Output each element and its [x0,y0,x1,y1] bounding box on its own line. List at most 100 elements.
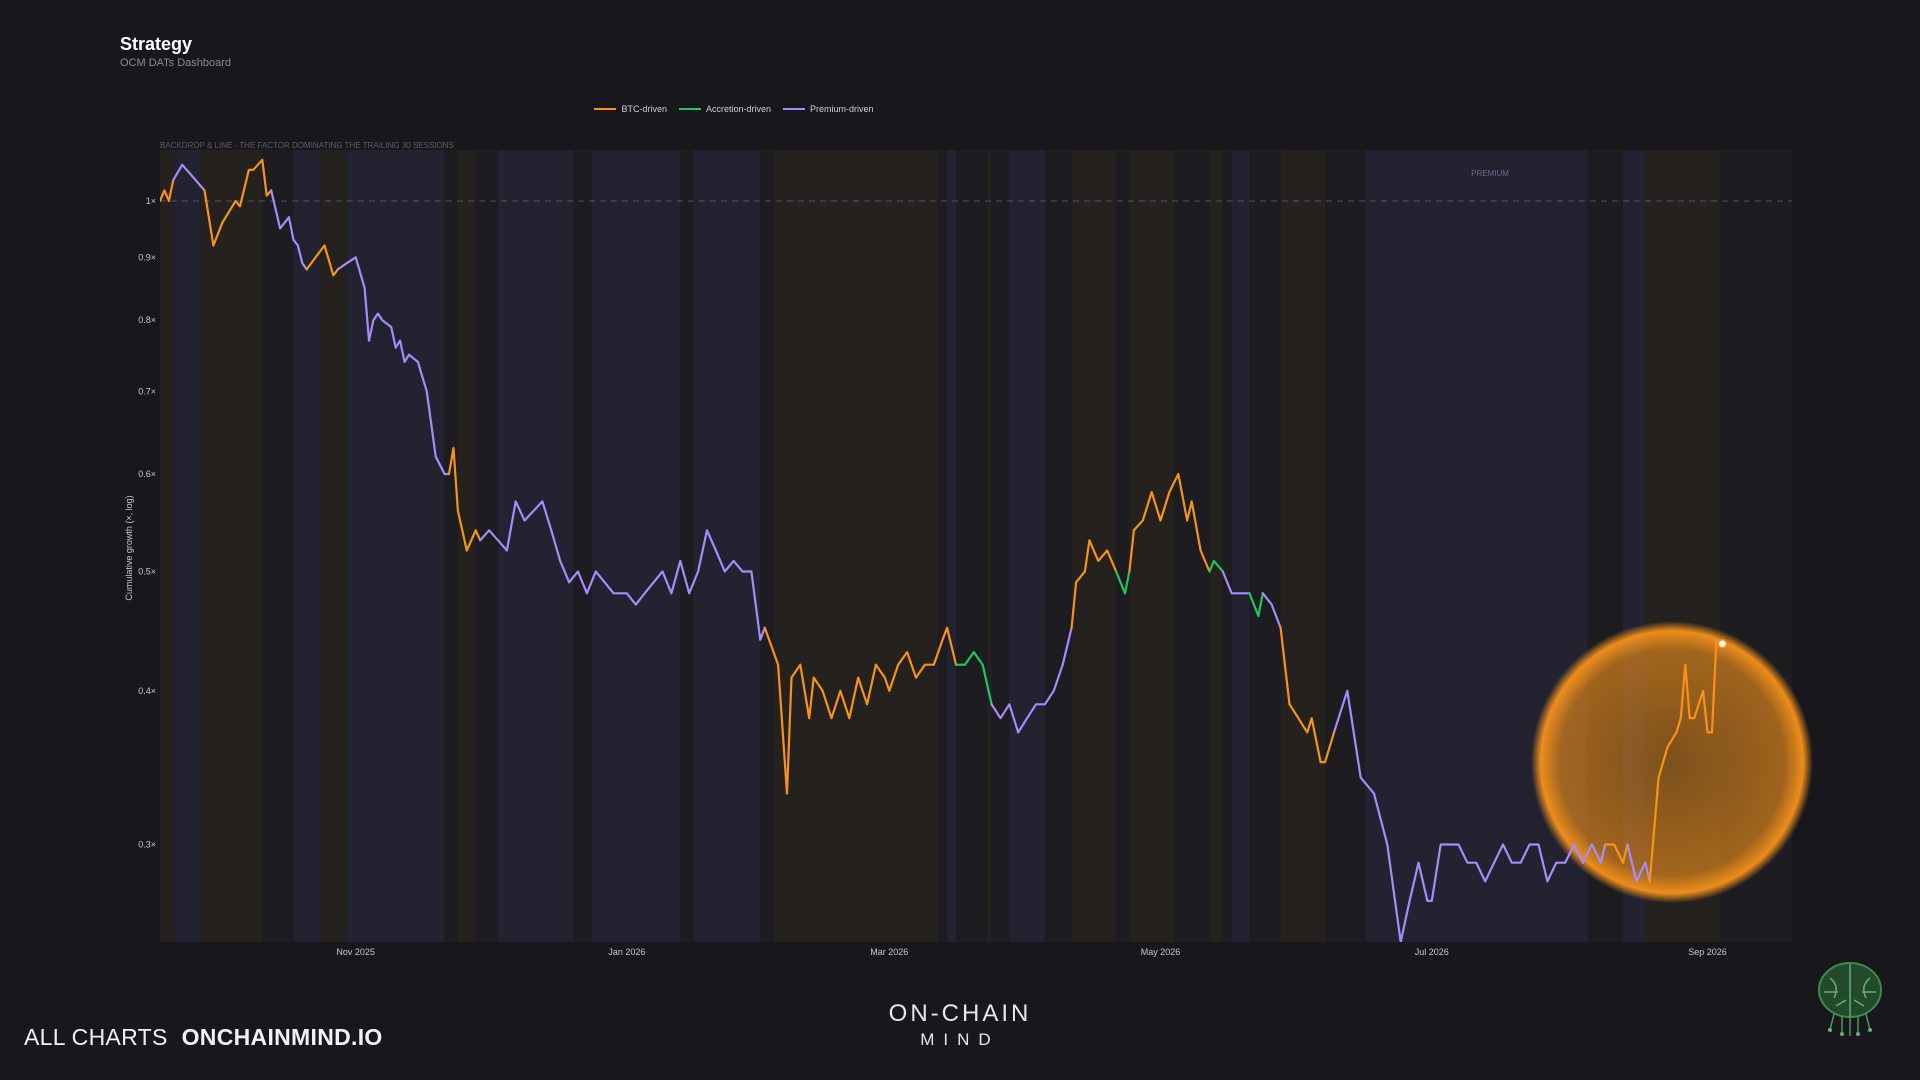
dashboard-subtitle: OCM DATs Dashboard [120,57,232,69]
y-tick-label: 0.7× [138,387,156,397]
regime-band-premium [173,150,201,942]
regime-band-none [573,150,592,942]
regime-band-btc [160,150,174,942]
series-lines [160,158,1718,942]
legend-label-premium: Premium-driven [810,104,874,114]
regime-band-premium [293,150,321,942]
x-tick-label: Jul 2026 [1415,947,1449,957]
y-tick-label: 0.5× [138,566,156,576]
y-axis-label: Cumulative growth (×, log) [124,495,134,600]
legend-item-accretion[interactable]: Accretion-driven [678,104,772,114]
series-line-accretion-driven [1248,592,1264,618]
legend-swatch-btc [594,108,617,110]
regime-band-none [955,150,988,942]
series-line-btc-driven [447,446,482,552]
x-tick-label: Jan 2026 [608,947,645,957]
regime-band-btc [1129,150,1174,942]
all-charts-link[interactable]: ALL CHARTS [24,1024,168,1050]
series-line-btc-driven [160,178,175,202]
series-line-btc-driven [1648,638,1718,883]
regime-band-btc [1209,150,1223,942]
series-line-accretion-driven [1208,559,1224,573]
series-line-premium-driven [1221,570,1251,595]
series-line-accretion-driven [954,650,993,706]
regime-band-btc [320,150,347,942]
regime-band-none [680,150,694,942]
x-tick-label: Nov 2025 [336,947,375,957]
highlight-circle [1530,621,1813,904]
regime-band-none [1044,150,1072,942]
endpoint-marker [1717,639,1728,649]
chart-title: Strategy [120,34,193,54]
series-line-btc-driven [1279,626,1336,764]
series-line-btc-driven [203,158,273,247]
legend-swatch-premium [783,108,806,110]
regime-band-none [760,150,774,942]
regime-band-none [1222,150,1232,942]
x-axis: Nov 2025 Jan 2026 Mar 2026 May 2026 Jul 2026… [336,947,1726,957]
regime-band-btc [200,150,263,942]
regime-band-btc [1280,150,1326,942]
regime-band-none [938,150,948,942]
x-tick-label: May 2026 [1141,947,1181,957]
regime-band-premium [346,150,445,942]
chart-legend: BTC-driven Accretion-driven Premium-driv… [0,104,1468,114]
legend-label-btc: BTC-driven [621,104,667,114]
series-line-premium-driven [270,189,308,271]
x-tick-label: Sep 2026 [1688,947,1727,957]
footer-links: ALL CHARTS ONCHAINMIND.IO [24,1024,383,1051]
x-tick-label: Mar 2026 [870,947,908,957]
legend-swatch-accretion [678,108,701,110]
series-line-premium-driven [172,163,206,192]
regime-band-none [1173,150,1210,942]
y-tick-label: 0.8× [138,315,156,325]
y-axis: 1× 0.9× 0.8× 0.7× 0.6× 0.5× 0.4× 0.3× [138,196,156,850]
regime-band-premium [591,150,681,942]
highlight-glow [1530,621,1813,904]
legend-label-accretion: Accretion-driven [705,104,772,114]
regime-band-premium [1009,150,1045,942]
y-tick-label: 0.3× [138,840,156,850]
brand-line-2: MIND [920,1030,1000,1049]
regime-band-none [1249,150,1281,942]
regime-band-none [1116,150,1130,942]
legend-item-btc[interactable]: BTC-driven [594,104,667,114]
series-line-btc-driven [763,626,958,795]
premium-region-label: PREMIUM [1471,169,1509,178]
regime-band-btc [1071,150,1117,942]
brand-line-1: ON-CHAIN [888,1000,1032,1027]
legend-item-premium[interactable]: Premium-driven [783,104,874,114]
regime-band-none [475,150,498,942]
regime-band-btc [987,150,992,942]
series-line-btc-driven [305,244,339,277]
series-line-premium-driven [1332,689,1607,942]
series-line-premium-driven [479,500,766,641]
regime-band-none [1325,150,1366,942]
latest-point [1717,639,1728,649]
regime-band-premium [1231,150,1250,942]
site-link[interactable]: ONCHAINMIND.IO [181,1024,383,1050]
y-tick-label: 0.4× [138,686,156,696]
series-line-premium-driven [990,626,1073,734]
brand-wordmark: ON-CHAIN MIND [860,1000,1060,1050]
y-tick-label: 0.9× [138,252,156,262]
backdrop-note: BACKDROP & LINE - THE FACTOR DOMINATING … [160,141,454,150]
regime-band-premium [497,150,574,942]
regime-band-premium [693,150,761,942]
regime-band-premium [947,150,956,942]
regime-band-none [262,150,294,942]
y-tick-label: 0.6× [138,469,156,479]
regime-band-none [991,150,1010,942]
series-line-premium-driven [336,256,451,476]
series-line-btc-driven [1128,472,1211,573]
series-line-btc-driven [1604,843,1629,864]
series-line-premium-driven [1261,592,1282,629]
regime-band-none [444,150,458,942]
y-tick-label: 1× [146,196,156,206]
regime-backdrop [160,150,1792,942]
series-line-premium-driven [1626,843,1651,883]
regime-band-btc [773,150,939,942]
brain-circuit-icon [1818,962,1882,1036]
series-line-accretion-driven [1114,570,1131,595]
